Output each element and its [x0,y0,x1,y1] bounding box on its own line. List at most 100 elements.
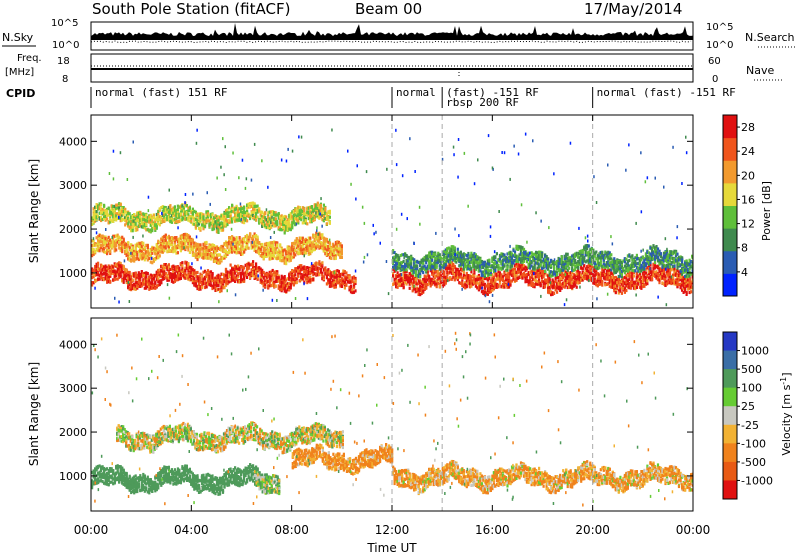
heatmap-cell [235,236,238,240]
heatmap-cell [181,218,184,222]
heatmap-cell [197,255,201,259]
heatmap-cell [161,277,164,281]
heatmap-cell [319,205,322,210]
heatmap-cell [449,263,452,267]
heatmap-cell [264,279,267,283]
heatmap-cell [298,236,301,240]
heatmap-cell [253,234,256,239]
heatmap-cell [292,209,295,213]
heatmap-cell [334,270,337,274]
heatmap-cell [190,217,193,221]
heatmap-cell [199,278,202,282]
heatmap-cell [188,206,191,210]
heatmap-cell [194,274,197,278]
heatmap-cell [300,244,303,248]
heatmap-cell [476,277,479,281]
heatmap-cell [142,278,145,282]
heatmap-cell [137,279,140,283]
heatmap-cell [479,281,482,285]
heatmap-cell [450,271,453,275]
heatmap-cell [402,278,405,282]
heatmap-cell [316,273,319,277]
heatmap-cell [340,277,343,281]
heatmap-cell [262,275,265,280]
heatmap-cell [279,218,282,222]
heatmap-cell [197,216,201,220]
heatmap-cell [283,229,286,233]
heatmap-cell [134,271,137,275]
heatmap-cell [116,277,119,281]
heatmap-cell [268,241,271,245]
heatmap-cell [271,254,274,258]
heatmap-cell [321,208,324,212]
heatmap-cell [172,273,175,277]
heatmap-cell [107,273,110,277]
heatmap-cell [190,238,193,242]
heatmap-cell [187,245,190,249]
heatmap-cell [146,272,149,276]
heatmap-cell [294,213,297,217]
heatmap-cell [98,207,101,211]
heatmap-cell [283,217,286,221]
heatmap-cell [92,207,95,211]
heatmap-cell [193,252,196,256]
heatmap-cell [155,248,158,252]
heatmap-cell [262,215,265,219]
heatmap-cell [142,282,145,286]
heatmap-cell [483,282,486,286]
heatmap-cell [127,285,130,289]
heatmap-cell [196,223,199,227]
heatmap-cell [122,237,125,241]
heatmap-cell [224,240,228,244]
heatmap-cell [128,270,131,275]
heatmap-cell [261,217,264,221]
heatmap-cell [134,274,137,278]
heatmap-cell [297,247,300,251]
heatmap-cell [148,215,151,219]
heatmap-cell [324,239,327,243]
heatmap-cell [98,247,101,251]
heatmap-cell [289,227,292,232]
date-label: 17/May/2014 [584,0,682,18]
heatmap-cell [113,249,116,253]
heatmap-cell [179,210,182,214]
heatmap-cell [161,235,164,239]
heatmap-cell [224,279,228,284]
heatmap-cell [190,274,193,278]
heatmap-cell [268,279,271,283]
heatmap-cell [494,285,497,289]
heatmap-cell [264,218,267,222]
heatmap-cell [119,216,122,220]
heatmap-cell [304,270,307,274]
heatmap-cell [145,276,148,280]
heatmap-cell [247,205,250,209]
heatmap-cell [453,273,456,277]
heatmap-cell [118,271,121,275]
heatmap-cell [250,268,253,272]
heatmap-cell [348,280,351,284]
heatmap-cell [148,256,151,260]
heatmap-cell [440,276,443,280]
heatmap-cell [289,246,292,250]
heatmap-cell [280,284,283,289]
heatmap-cell [137,244,140,249]
heatmap-cell [226,214,229,219]
heatmap-cell [170,216,173,220]
heatmap-cell [458,270,461,274]
heatmap-cell [197,276,201,280]
heatmap-cell [318,273,321,277]
heatmap-cell [191,247,194,251]
heatmap-cell [155,243,158,248]
heatmap-cell [486,287,489,291]
heatmap-cell [194,255,197,259]
heatmap-cell [261,244,264,248]
heatmap-cell [142,251,145,255]
heatmap-cell [161,248,164,252]
heatmap-cell [205,271,208,275]
heatmap-cell [161,270,164,274]
heatmap-cell [297,219,300,223]
heatmap-cell [267,215,270,219]
heatmap-cell [498,281,502,285]
heatmap-cell [303,208,306,212]
heatmap-cell [235,246,238,250]
